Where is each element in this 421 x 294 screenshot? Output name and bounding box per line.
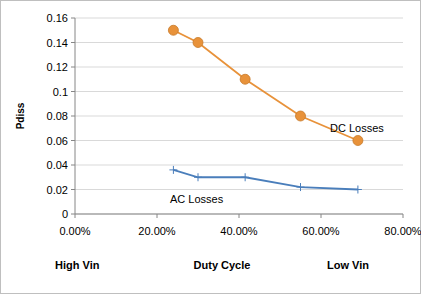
y-tick <box>71 67 75 68</box>
point <box>296 111 306 121</box>
point <box>297 183 305 191</box>
x-tick <box>75 214 76 218</box>
y-tick-label: 0.14 <box>47 37 68 49</box>
x-tick <box>321 214 322 218</box>
y-tick <box>71 18 75 19</box>
y-tick-label: 0.1 <box>53 86 68 98</box>
chart-frame <box>1 1 421 294</box>
y-tick-label: 0.02 <box>47 184 68 196</box>
point <box>194 173 202 181</box>
x-tick <box>157 214 158 218</box>
y-tick <box>71 116 75 117</box>
series-label: DC Losses <box>330 122 384 134</box>
point <box>353 136 363 146</box>
x-tick-label: 60.00% <box>302 225 340 237</box>
grid-line <box>75 165 403 166</box>
x-tick-label: 0.00% <box>59 225 90 237</box>
y-tick <box>71 91 75 92</box>
y-axis <box>75 18 76 214</box>
annotation: High Vin <box>55 259 100 271</box>
y-tick-label: 0.08 <box>47 110 68 122</box>
series-label: AC Losses <box>170 193 224 205</box>
y-axis-label: Pdiss <box>15 102 26 129</box>
y-tick-label: 0.04 <box>47 159 68 171</box>
y-tick-label: 0.06 <box>47 135 68 147</box>
annotation: Low Vin <box>327 259 369 271</box>
point <box>241 173 249 181</box>
point <box>240 74 250 84</box>
point <box>169 166 177 174</box>
y-tick <box>71 165 75 166</box>
point <box>193 38 203 48</box>
series-line <box>173 170 358 190</box>
y-tick <box>71 214 75 215</box>
y-tick-label: 0 <box>62 208 68 220</box>
x-tick-label: 20.00% <box>138 225 176 237</box>
point <box>354 186 362 194</box>
y-tick <box>71 140 75 141</box>
x-tick-label: 40.00% <box>220 225 258 237</box>
x-tick <box>239 214 240 218</box>
y-tick <box>71 189 75 190</box>
x-tick <box>403 214 404 218</box>
point <box>168 25 178 35</box>
plot-area <box>168 25 363 193</box>
grid-line <box>75 18 403 19</box>
x-tick-label: 80.00% <box>384 225 421 237</box>
grid-line <box>75 116 403 117</box>
grid-line <box>75 42 403 43</box>
y-tick-label: 0.16 <box>47 12 68 24</box>
y-tick <box>71 42 75 43</box>
grid-line <box>75 91 403 92</box>
y-tick-label: 0.12 <box>47 61 68 73</box>
x-axis-label: Duty Cycle <box>194 259 251 271</box>
chart: 0 0.02 0.04 0.06 0.08 0.1 0.12 0.14 0.16 0.00% 20.… <box>0 0 421 294</box>
grid-line <box>75 67 403 68</box>
